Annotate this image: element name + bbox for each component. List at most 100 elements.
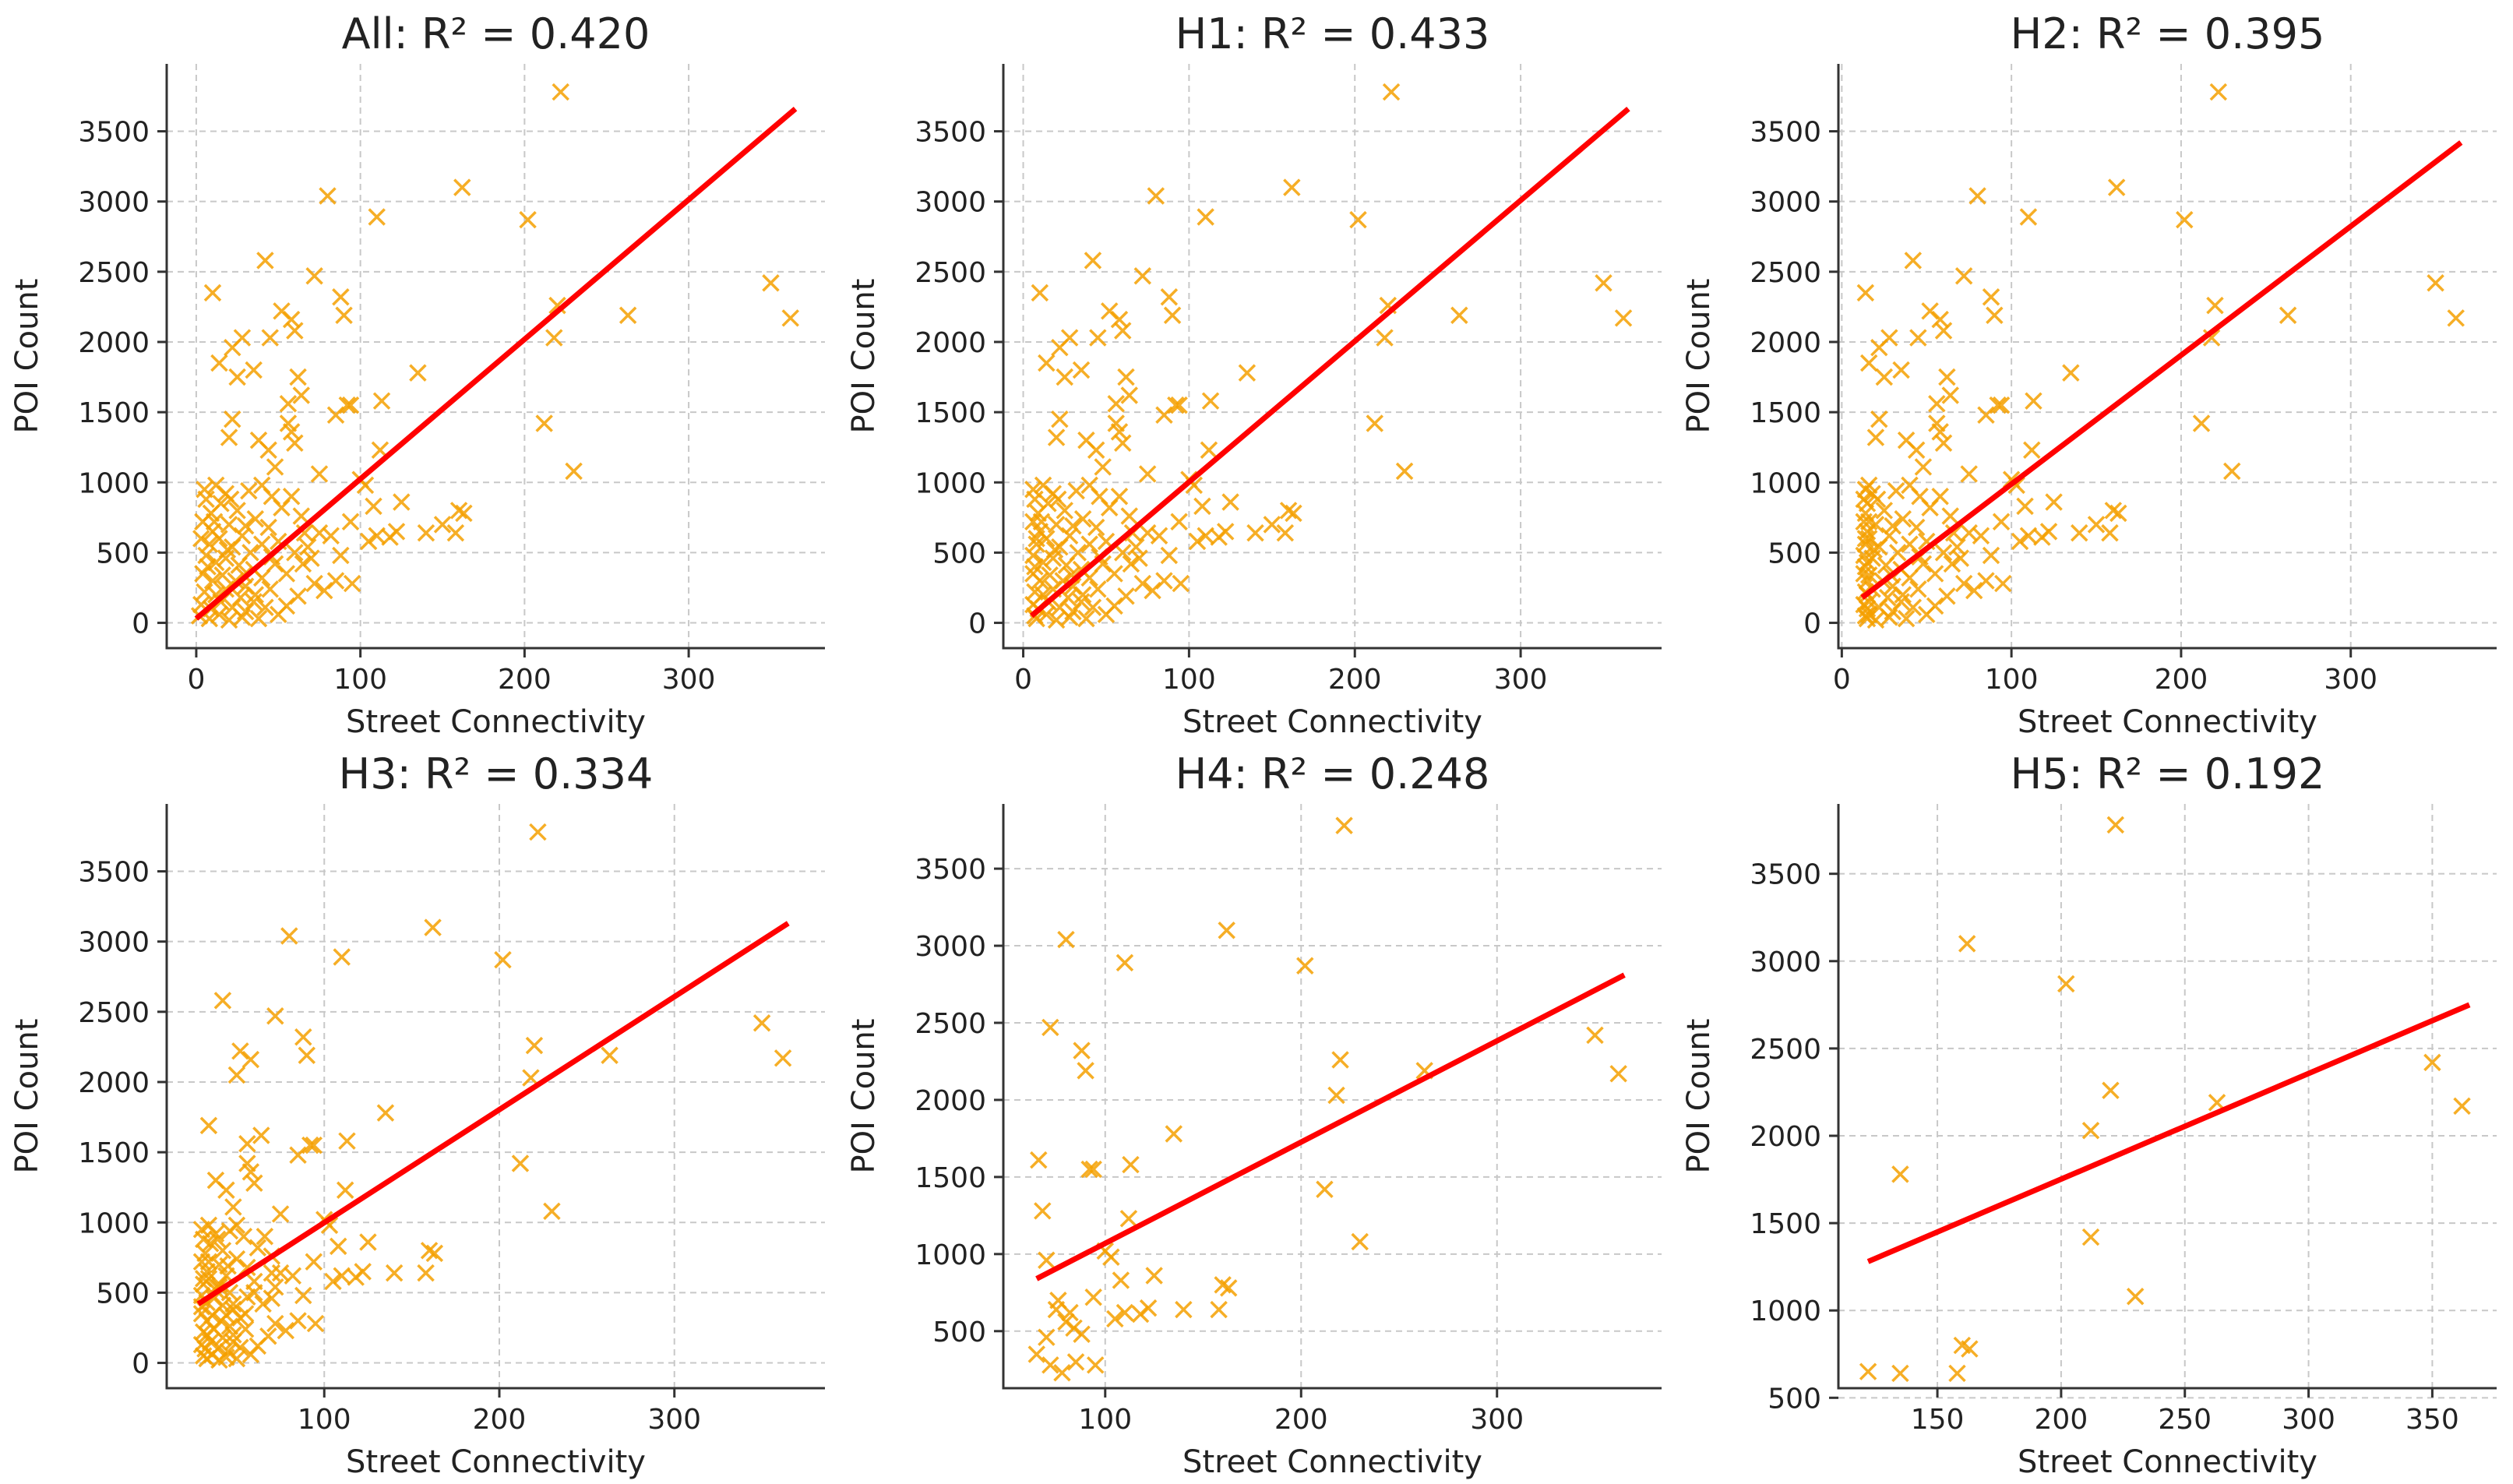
data-point (1376, 329, 1394, 347)
x-tick-label: 300 (662, 664, 716, 696)
data-point (1951, 549, 1970, 567)
data-point (208, 1230, 227, 1249)
y-tick-label: 500 (96, 538, 150, 569)
regression-line (1860, 140, 2463, 600)
data-point (252, 1126, 270, 1144)
data-point (240, 481, 258, 500)
data-point (1327, 1086, 1345, 1105)
scatter-points (190, 83, 799, 629)
data-point (343, 574, 361, 593)
data-point (1989, 396, 2007, 414)
data-point (227, 1216, 246, 1235)
data-point (1200, 441, 1218, 460)
data-point (1349, 210, 1367, 229)
data-point (1042, 1356, 1059, 1374)
data-point (1073, 1042, 1091, 1059)
data-point (1395, 462, 1414, 481)
data-point (1238, 364, 1256, 382)
data-point (1907, 441, 1926, 460)
data-point (1316, 1180, 1334, 1198)
data-point (2071, 523, 2088, 542)
data-point (535, 414, 553, 432)
data-point (324, 1272, 342, 1291)
data-point (1056, 502, 1073, 520)
data-point (1056, 368, 1073, 386)
data-point (1089, 329, 1107, 347)
data-point (494, 950, 512, 969)
data-point (261, 329, 279, 347)
data-point (1960, 523, 1978, 542)
data-point (1926, 565, 1944, 583)
y-tick-label: 500 (932, 538, 986, 569)
data-point (1145, 1267, 1163, 1285)
data-point (210, 605, 228, 623)
data-point (266, 1314, 284, 1333)
data-point (1116, 953, 1134, 972)
data-point (1218, 922, 1235, 939)
y-axis-label: POI Count (1681, 1019, 1717, 1174)
data-point (1122, 555, 1140, 573)
data-point (1887, 481, 1905, 500)
data-point (2016, 497, 2034, 516)
data-point (1246, 523, 1264, 542)
data-point (1938, 368, 1956, 386)
data-point (259, 518, 277, 537)
data-point (199, 558, 217, 576)
panel-title: H4: R² = 0.248 (1175, 749, 1490, 798)
data-point (1045, 541, 1064, 559)
data-point (227, 1066, 246, 1084)
data-point (1110, 423, 1129, 441)
data-point (315, 581, 333, 600)
data-point (2106, 816, 2125, 834)
data-point (446, 523, 465, 542)
regression-line (1035, 972, 1626, 1281)
data-point (266, 458, 284, 476)
y-tick-label: 1000 (915, 467, 986, 499)
data-point (1982, 288, 2000, 306)
x-tick-label: 150 (1911, 1404, 1965, 1436)
data-point (336, 1181, 354, 1200)
x-tick-label: 200 (1328, 664, 1382, 696)
data-point (774, 1049, 792, 1067)
data-point (1080, 476, 1098, 495)
data-point (417, 1264, 435, 1282)
data-point (286, 434, 304, 453)
y-axis-label: POI Count (846, 279, 882, 434)
data-point (1032, 513, 1051, 531)
data-point (1904, 252, 1923, 270)
data-point (359, 1233, 377, 1251)
data-point (210, 354, 228, 372)
data-point (1084, 252, 1102, 270)
data-point (1928, 395, 1946, 413)
x-axis-label: Street Connectivity (2018, 1444, 2317, 1480)
data-point (302, 549, 320, 567)
data-point (1982, 546, 2000, 565)
x-tick-label: 0 (1833, 664, 1851, 696)
data-point (224, 1326, 242, 1344)
data-point (2107, 178, 2126, 196)
y-tick-label: 3500 (915, 854, 986, 886)
data-point (210, 530, 228, 548)
data-point (1909, 329, 1927, 347)
x-tick-label: 100 (1078, 1404, 1132, 1436)
x-axis-label: Street Connectivity (1182, 1444, 1482, 1480)
data-point (1084, 1160, 1102, 1179)
data-point (365, 497, 382, 516)
data-point (1026, 558, 1044, 576)
data-point (199, 1253, 218, 1271)
y-tick-label: 1500 (1750, 1208, 1821, 1240)
data-point (1127, 538, 1145, 556)
x-tick-label: 200 (1274, 1404, 1328, 1436)
data-point (1276, 523, 1295, 542)
data-point (1027, 530, 1045, 548)
data-point (1066, 1353, 1085, 1371)
data-point (289, 1312, 307, 1330)
data-point (1214, 1276, 1232, 1294)
data-point (529, 823, 547, 841)
data-point (552, 83, 569, 101)
chart-panel-5: 100 200 300 500 1000 1500 2000 2500 3000 3500 H4: … (846, 749, 1662, 1480)
data-point (1130, 549, 1148, 567)
y-tick-label: 1000 (78, 1207, 150, 1239)
regression-line (1029, 107, 1630, 619)
data-point (1110, 488, 1129, 506)
